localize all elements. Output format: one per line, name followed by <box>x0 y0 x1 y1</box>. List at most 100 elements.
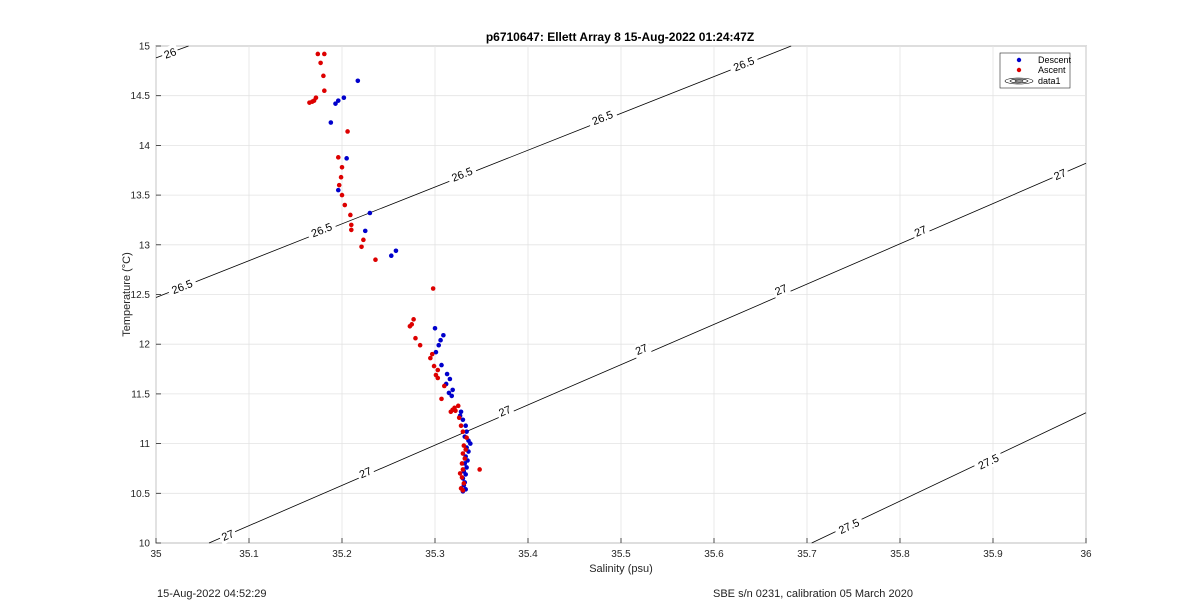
point-ascent <box>462 456 468 461</box>
contour-label-bg <box>586 105 619 130</box>
point-descent <box>450 387 455 393</box>
point-descent <box>460 417 466 423</box>
point-descent <box>463 423 468 429</box>
contour-label-group: 27 <box>910 221 931 241</box>
contour-label: 27 <box>220 528 236 544</box>
point-ascent <box>464 435 469 440</box>
point-descent <box>468 441 473 446</box>
contour-label-group: 27 <box>1049 164 1071 184</box>
x-tick-label: 35 <box>150 549 162 560</box>
point-descent <box>433 349 439 355</box>
contour-label-bg <box>972 448 1005 474</box>
contour-label-bg <box>354 462 376 483</box>
point-ascent <box>463 447 468 452</box>
legend-contour-marker <box>1004 77 1034 85</box>
x-tick-label: 35.6 <box>704 549 724 560</box>
point-descent <box>367 210 373 216</box>
point-descent <box>436 342 442 348</box>
point-ascent <box>307 100 312 105</box>
x-tick-label: 36 <box>1080 549 1092 560</box>
x-tick-label: 35.7 <box>797 549 817 560</box>
y-tick-label: 13 <box>139 240 151 251</box>
x-tick-label: 35.1 <box>239 549 259 560</box>
point-ascent <box>322 51 327 57</box>
contour-label-bg <box>494 401 516 421</box>
point-descent <box>463 472 468 477</box>
point-ascent <box>413 335 418 341</box>
legend-ascent-label: Ascent <box>1038 65 1066 75</box>
x-tick-label: 35.2 <box>332 549 352 560</box>
y-tick-label: 10.5 <box>131 489 151 500</box>
contour-label-bg <box>770 279 792 300</box>
contour-label-bg <box>217 525 238 545</box>
point-descent <box>328 120 334 125</box>
y-tick-label: 11 <box>140 439 151 450</box>
point-descent <box>388 253 394 259</box>
point-ascent <box>460 451 466 456</box>
point-descent <box>458 409 464 415</box>
contour-label: 27 <box>497 404 513 420</box>
point-ascent <box>428 355 433 361</box>
contour-label: 27 <box>913 224 929 240</box>
point-descent <box>362 228 368 234</box>
point-ascent <box>359 244 364 250</box>
point-ascent <box>318 60 323 66</box>
point-descent <box>393 248 399 254</box>
point-ascent <box>453 408 458 414</box>
point-ascent <box>461 443 467 448</box>
legend-box <box>999 52 1071 89</box>
point-descent <box>446 390 452 396</box>
footer-timestamp: 15-Aug-2022 04:52:29 <box>157 588 267 600</box>
point-descent <box>335 187 341 193</box>
x-tick-label: 35.5 <box>611 549 631 560</box>
contour-label-bg <box>446 162 478 187</box>
point-ascent <box>339 164 345 170</box>
legend-descent-label: Descent <box>1038 55 1072 65</box>
point-ascent <box>339 192 345 198</box>
point-ascent <box>460 488 466 493</box>
point-descent <box>441 332 446 338</box>
point-descent <box>432 325 438 331</box>
y-tick-label: 10 <box>139 539 151 550</box>
point-ascent <box>336 182 342 188</box>
point-ascent <box>448 409 454 415</box>
point-ascent <box>460 429 466 434</box>
point-ascent <box>435 367 441 373</box>
footer-calibration: SBE s/n 0231, calibration 05 March 2020 <box>713 588 913 600</box>
point-descent <box>449 393 455 399</box>
contour-label-group: 27 <box>494 401 516 421</box>
point-ascent <box>459 461 465 466</box>
x-tick-label: 35.9 <box>983 549 1003 560</box>
point-descent <box>447 376 453 382</box>
point-ascent <box>459 475 465 480</box>
contour-label: 27 <box>773 283 789 299</box>
contour-label-group: 26 <box>159 43 181 63</box>
point-ascent <box>338 174 344 180</box>
point-ascent <box>322 88 327 94</box>
contour-label: 27 <box>634 342 650 358</box>
point-descent <box>335 98 341 103</box>
point-descent <box>444 371 450 377</box>
grid-lines <box>155 45 1087 544</box>
contour-label-bg <box>727 52 760 76</box>
contour-label-bg <box>631 339 652 359</box>
point-ascent <box>349 222 354 228</box>
point-descent <box>439 362 444 368</box>
y-tick-label: 11.5 <box>131 389 150 400</box>
point-ascent <box>361 237 366 243</box>
x-tick-label: 35.8 <box>890 549 910 560</box>
point-ascent <box>407 324 413 329</box>
contour-label-group: 27 <box>354 462 376 483</box>
contour-label-group: 27 <box>631 339 652 359</box>
point-ascent <box>439 396 444 402</box>
point-descent <box>341 95 347 100</box>
point-ascent <box>411 317 416 322</box>
contour-label-bg <box>910 221 931 241</box>
point-descent <box>355 78 361 84</box>
point-ascent <box>417 342 423 348</box>
y-tick-label: 12.5 <box>131 290 151 301</box>
contour-label-bg <box>166 274 199 299</box>
point-descent <box>344 156 349 161</box>
contour-label-bg <box>1049 164 1071 184</box>
